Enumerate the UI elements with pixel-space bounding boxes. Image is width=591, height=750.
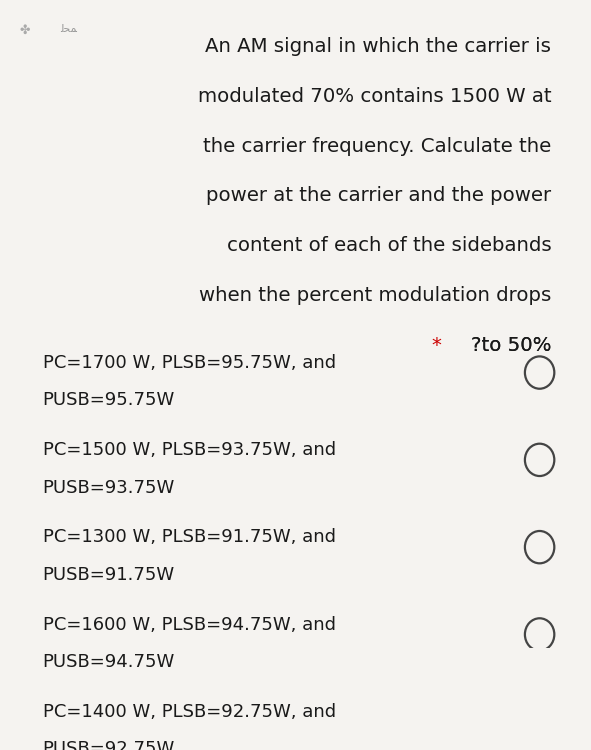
Text: power at the carrier and the power: power at the carrier and the power: [206, 186, 551, 206]
Text: PUSB=95.75W: PUSB=95.75W: [43, 392, 175, 410]
Text: when the percent modulation drops: when the percent modulation drops: [199, 286, 551, 305]
Text: PC=1600 W, PLSB=94.75W, and: PC=1600 W, PLSB=94.75W, and: [43, 616, 336, 634]
Text: PUSB=91.75W: PUSB=91.75W: [43, 566, 175, 584]
Text: PUSB=94.75W: PUSB=94.75W: [43, 653, 175, 671]
Text: An AM signal in which the carrier is: An AM signal in which the carrier is: [206, 37, 551, 56]
Text: PC=1700 W, PLSB=95.75W, and: PC=1700 W, PLSB=95.75W, and: [43, 354, 336, 372]
Text: ?to 50%: ?to 50%: [471, 336, 551, 355]
Text: content of each of the sidebands: content of each of the sidebands: [226, 236, 551, 255]
Text: modulated 70% contains 1500 W at: modulated 70% contains 1500 W at: [198, 87, 551, 106]
Text: PC=1300 W, PLSB=91.75W, and: PC=1300 W, PLSB=91.75W, and: [43, 529, 336, 547]
Text: PUSB=93.75W: PUSB=93.75W: [43, 478, 175, 496]
Text: *: *: [432, 336, 448, 355]
Text: PC=1400 W, PLSB=92.75W, and: PC=1400 W, PLSB=92.75W, and: [43, 703, 336, 721]
Text: PC=1500 W, PLSB=93.75W, and: PC=1500 W, PLSB=93.75W, and: [43, 441, 336, 459]
Text: ?to 50%: ?to 50%: [471, 336, 551, 355]
Text: ✤: ✤: [19, 24, 30, 37]
Text: PUSB=92.75W: PUSB=92.75W: [43, 740, 175, 750]
Text: the carrier frequency. Calculate the: the carrier frequency. Calculate the: [203, 136, 551, 155]
Text: ﻟﺤﻤ: ﻟﺤﻤ: [60, 24, 77, 34]
